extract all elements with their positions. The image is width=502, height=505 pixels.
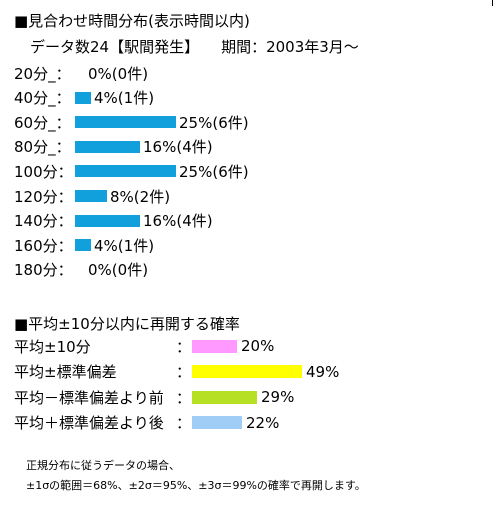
distribution-row: 100分： 25%(6件)	[14, 160, 249, 182]
category-label: 60分_：	[14, 113, 71, 132]
probability-row: 平均±標準偏差 ： 49%	[14, 361, 339, 383]
distribution-row: 40分_： 4%(1件)	[14, 87, 154, 109]
corner-mark	[492, 0, 493, 6]
value-label: 0%(0件)	[88, 64, 149, 83]
category-label: 180分：	[14, 261, 73, 280]
probability-row: 平均＋標準偏差より後 ： 22%	[14, 412, 279, 434]
value-label: 4%(1件)	[94, 89, 155, 108]
category-label: 40分_：	[14, 89, 71, 108]
distribution-bar	[75, 116, 176, 129]
probability-value: 20%	[241, 337, 275, 355]
distribution-row: 140分： 16%(4件)	[14, 210, 213, 232]
probability-bar	[192, 390, 257, 404]
period: 期間：2003年3月～	[221, 38, 359, 56]
probability-title: ■平均±10分以内に再開する確率	[14, 315, 240, 333]
probability-row: 平均±10分 ： 20%	[14, 335, 274, 357]
distribution-bar	[75, 239, 91, 252]
distribution-row: 160分： 4%(1件)	[14, 234, 154, 256]
value-label: 16%(4件)	[143, 212, 213, 231]
probability-bar	[192, 339, 237, 353]
probability-label: 平均＋標準偏差より後	[14, 414, 164, 432]
probability-label: 平均－標準偏差より前	[14, 388, 164, 407]
note-line-2: ±1σの範囲＝68%、±2σ＝95%、±3σ＝99%の確率で再開します。	[26, 479, 366, 492]
separator: ：	[176, 363, 192, 381]
distribution-bar	[75, 214, 140, 227]
probability-row: 平均－標準偏差より前 ： 29%	[14, 386, 294, 408]
distribution-row: 80分_： 16%(4件)	[14, 136, 213, 158]
distribution-bar	[75, 165, 176, 178]
category-label: 140分：	[14, 212, 73, 231]
probability-bar	[192, 365, 302, 378]
probability-bar	[192, 416, 242, 429]
separator: ：	[176, 337, 192, 356]
distribution-row: 60分_： 25%(6件)	[14, 111, 249, 133]
category-label: 100分：	[14, 162, 73, 181]
value-label: 16%(4件)	[143, 138, 213, 157]
note-line-1: 正規分布に従うデータの場合、	[26, 459, 180, 472]
distribution-row: 180分： 0%(0件)	[14, 259, 148, 281]
distribution-title: ■見合わせ時間分布(表示時間以内)	[14, 12, 250, 30]
value-label: 0%(0件)	[88, 261, 149, 280]
category-label: 20分_：	[14, 64, 71, 83]
separator: ：	[176, 414, 192, 432]
probability-value: 22%	[246, 413, 280, 432]
distribution-row: 120分： 8%(2件)	[14, 185, 170, 207]
value-label: 25%(6件)	[179, 113, 249, 132]
probability-label: 平均±10分	[14, 337, 91, 356]
separator: ：	[176, 388, 192, 407]
category-label: 160分：	[14, 236, 73, 255]
distribution-row: 20分_： 0%(0件)	[14, 62, 148, 84]
category-label: 120分：	[14, 187, 73, 206]
distribution-bar	[75, 190, 107, 202]
probability-value: 49%	[306, 362, 340, 381]
distribution-bar	[75, 140, 140, 153]
distribution-bar	[75, 91, 91, 104]
category-label: 80分_：	[14, 138, 71, 157]
distribution-subtitle: データ数24【駅間発生】 期間：2003年3月～	[30, 36, 359, 57]
probability-label: 平均±標準偏差	[14, 363, 117, 381]
value-label: 25%(6件)	[179, 162, 249, 181]
value-label: 4%(1件)	[94, 236, 155, 255]
probability-value: 29%	[261, 388, 295, 406]
data-count: データ数24【駅間発生】	[30, 38, 200, 56]
value-label: 8%(2件)	[110, 187, 171, 206]
